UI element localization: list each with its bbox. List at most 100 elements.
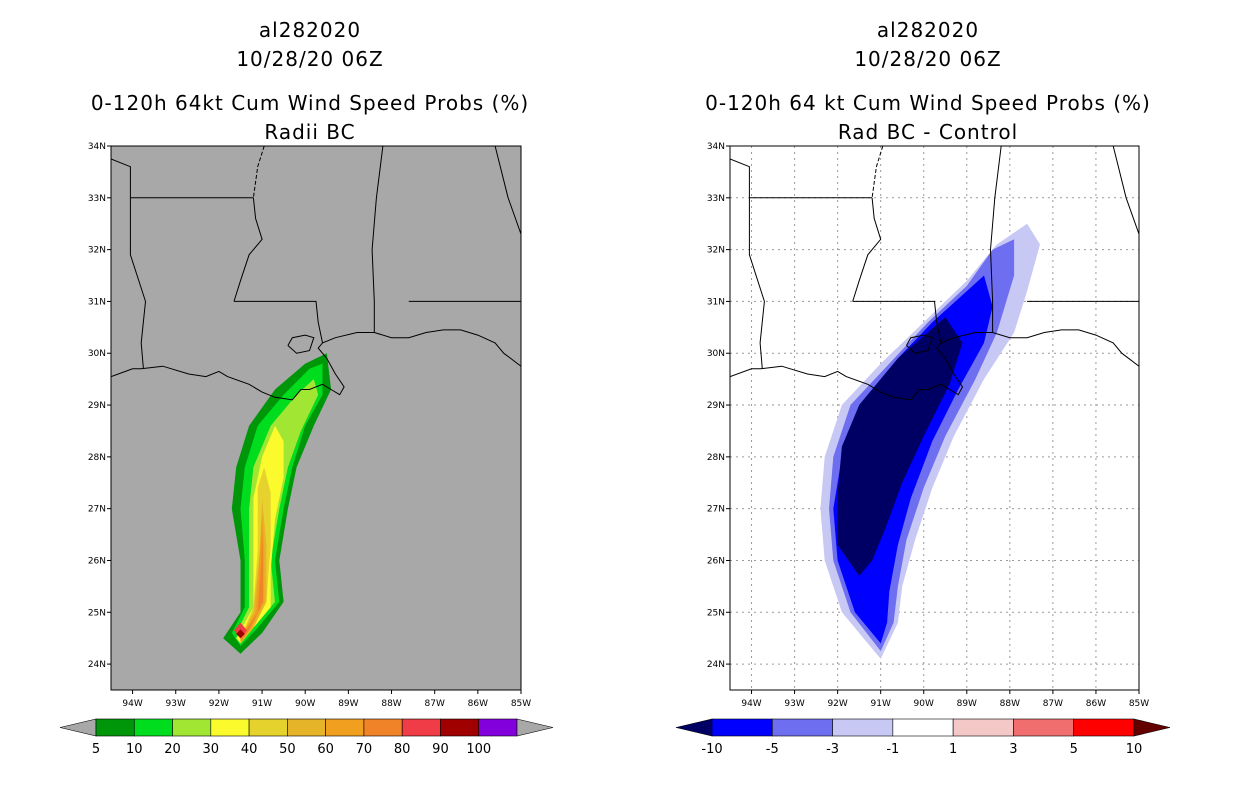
right-coastline bbox=[730, 329, 1139, 401]
left-cbar-swatch bbox=[363, 718, 403, 737]
left-ytick-label: 28N bbox=[88, 453, 106, 463]
left-xtick-label: 90W bbox=[295, 699, 315, 709]
right-xtick-label: 93W bbox=[784, 699, 804, 709]
left-subtitle: Radii BC bbox=[264, 120, 356, 144]
left-cbar-swatch bbox=[210, 718, 250, 737]
right-state-border bbox=[852, 197, 882, 302]
right-state-border bbox=[730, 158, 750, 198]
right-state-border bbox=[871, 146, 884, 198]
left-cbar-swatch bbox=[401, 718, 441, 737]
right-title: 0-120h 64 kt Cum Wind Speed Probs (%) bbox=[705, 91, 1151, 115]
right-lake-outline bbox=[906, 334, 933, 354]
right-contour-neg10 bbox=[837, 317, 963, 576]
right-ytick-label: 33N bbox=[707, 194, 725, 204]
right-xtick-label: 85W bbox=[1129, 699, 1149, 709]
left-ytick-label: 30N bbox=[88, 349, 106, 359]
right-ytick-label: 32N bbox=[707, 246, 725, 256]
left-ytick-label: 29N bbox=[88, 401, 106, 411]
right-state-border bbox=[989, 146, 1002, 333]
right-xtick-label: 88W bbox=[1000, 699, 1020, 709]
left-colorbar: 5 10 20 30 40 50 60 70 80 90 100 bbox=[59, 718, 554, 757]
right-cbar-swatch bbox=[952, 718, 1014, 737]
right-cbar-swatch bbox=[1073, 718, 1135, 737]
right-ytick-label: 31N bbox=[707, 297, 725, 307]
right-panel-header: al282020 10/28/20 06Z 0-120h 64 kt Cum W… bbox=[678, 16, 1178, 147]
left-xtick-label: 88W bbox=[381, 699, 401, 709]
left-cbar-label: 50 bbox=[279, 742, 296, 757]
right-xtick-label: 89W bbox=[957, 699, 977, 709]
left-cbar-label: 100 bbox=[466, 742, 491, 757]
left-state-border bbox=[111, 158, 131, 198]
left-ytick-label: 33N bbox=[88, 194, 106, 204]
left-lake-outline bbox=[287, 334, 315, 354]
right-storm-id: al282020 bbox=[876, 18, 980, 42]
left-state-border bbox=[252, 146, 265, 198]
left-cbar-over-arrow bbox=[516, 718, 554, 737]
left-map-content bbox=[111, 146, 521, 654]
right-cbar-swatch bbox=[1013, 718, 1075, 737]
left-cbar-label: 80 bbox=[394, 742, 411, 757]
right-cbar-label: 10 bbox=[1126, 742, 1143, 757]
right-xtick-label: 90W bbox=[914, 699, 934, 709]
left-cbar-swatch bbox=[172, 718, 212, 737]
right-ytick-label: 26N bbox=[707, 556, 725, 566]
left-cbar-swatch bbox=[440, 718, 480, 737]
right-ytick-label: 29N bbox=[707, 401, 725, 411]
left-state-border bbox=[494, 146, 521, 302]
left-xtick-label: 85W bbox=[511, 699, 531, 709]
right-ytick-label: 30N bbox=[707, 349, 725, 359]
left-cbar-label: 40 bbox=[241, 742, 258, 757]
left-cbar-label: 20 bbox=[164, 742, 181, 757]
left-contour-90 bbox=[236, 629, 245, 639]
left-xtick-label: 86W bbox=[468, 699, 488, 709]
right-colorbar: -10 -5 -3 -1 1 3 5 10 bbox=[675, 718, 1171, 757]
left-ytick-label: 27N bbox=[88, 505, 106, 515]
left-cbar-swatch bbox=[325, 718, 365, 737]
left-datetime: 10/28/20 06Z bbox=[236, 47, 384, 71]
right-cbar-label: -10 bbox=[701, 742, 722, 757]
right-map-content bbox=[730, 146, 1139, 690]
right-cbar-swatch bbox=[892, 718, 954, 737]
left-xtick-label: 93W bbox=[166, 699, 186, 709]
right-cbar-label: -5 bbox=[766, 742, 779, 757]
right-xtick-label: 87W bbox=[1043, 699, 1063, 709]
left-map-panel: 94W 93W 92W 91W 90W 89W 88W 87W 86W 85W 24N 25N 26N 2… bbox=[88, 142, 531, 709]
left-storm-id: al282020 bbox=[258, 18, 362, 42]
left-ytick-label: 24N bbox=[88, 660, 106, 670]
left-ytick-label: 25N bbox=[88, 608, 106, 618]
left-cbar-label: 10 bbox=[126, 742, 143, 757]
left-cbar-swatch bbox=[95, 718, 135, 737]
right-xtick-label: 91W bbox=[871, 699, 891, 709]
left-state-border bbox=[234, 300, 323, 344]
left-xtick-label: 94W bbox=[122, 699, 142, 709]
left-cbar-label: 30 bbox=[203, 742, 220, 757]
left-cbar-label: 90 bbox=[432, 742, 449, 757]
right-cbar-over-arrow bbox=[1133, 718, 1171, 737]
left-ytick-label: 34N bbox=[88, 142, 106, 152]
left-state-border bbox=[129, 197, 147, 369]
left-ytick-label: 31N bbox=[88, 297, 106, 307]
left-xtick-label: 91W bbox=[252, 699, 272, 709]
left-xtick-label: 87W bbox=[425, 699, 445, 709]
left-cbar-label: 70 bbox=[356, 742, 373, 757]
left-panel-header: al282020 10/28/20 06Z 0-120h 64kt Cum Wi… bbox=[60, 16, 560, 147]
right-state-border bbox=[852, 300, 942, 344]
left-title: 0-120h 64kt Cum Wind Speed Probs (%) bbox=[90, 91, 530, 115]
left-ytick-label: 26N bbox=[88, 556, 106, 566]
left-cbar-swatch bbox=[133, 718, 173, 737]
left-cbar-label: 60 bbox=[317, 742, 334, 757]
left-coastline bbox=[111, 329, 521, 401]
right-cbar-label: -1 bbox=[886, 742, 899, 757]
left-state-border bbox=[371, 146, 384, 333]
right-map-panel: 94W 93W 92W 91W 90W 89W 88W 87W 86W 85W 24N 25N 26N 2… bbox=[707, 142, 1149, 709]
left-cbar-label: 5 bbox=[92, 742, 100, 757]
right-ytick-label: 27N bbox=[707, 505, 725, 515]
right-xtick-label: 92W bbox=[827, 699, 847, 709]
right-datetime: 10/28/20 06Z bbox=[854, 47, 1002, 71]
left-cbar-under-arrow bbox=[59, 718, 97, 737]
right-cbar-swatch bbox=[771, 718, 833, 737]
left-cbar-swatch bbox=[287, 718, 326, 737]
left-state-border bbox=[233, 197, 263, 302]
right-cbar-label: 5 bbox=[1070, 742, 1078, 757]
